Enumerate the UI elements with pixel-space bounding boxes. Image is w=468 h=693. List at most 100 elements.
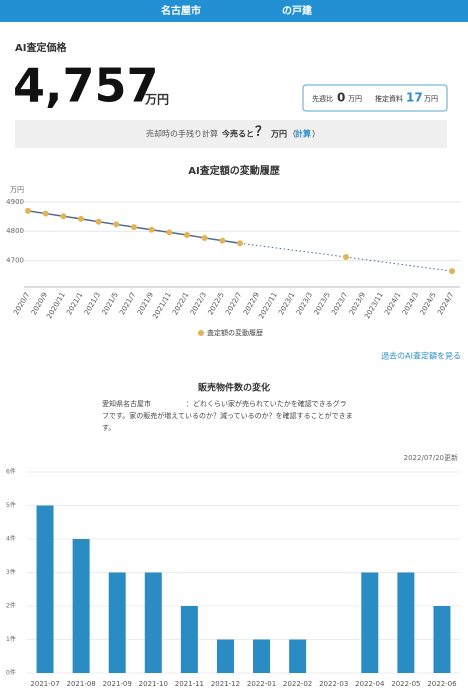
x-tick-label: 2022-02 — [283, 680, 312, 688]
x-tick-label: 2021-10 — [139, 680, 168, 688]
bar — [72, 539, 90, 673]
change-value: 0 — [337, 91, 345, 105]
description: 愛知県名古屋市 ：どれくらい家が売られていたかを確認できるグラ — [102, 399, 347, 408]
x-tick-label: 2022/1 — [171, 291, 190, 316]
y-tick-label: 6件 — [6, 468, 16, 476]
calc-unit: 万円 — [270, 130, 287, 139]
x-tick-label: 2023/7 — [330, 291, 349, 316]
x-tick-label: 2022-06 — [427, 680, 457, 688]
x-tick-label: 2024/7 — [436, 291, 455, 316]
y-tick-label: 0件 — [6, 669, 16, 677]
x-tick-label: 2021-12 — [211, 680, 240, 688]
x-tick-label: 2020/9 — [30, 291, 49, 316]
x-tick-label: 2022/5 — [207, 291, 226, 316]
ref-unit: 万円 — [424, 95, 438, 103]
point — [131, 224, 137, 231]
y-tick-label: 4800 — [6, 227, 24, 235]
change-label: 先週比 — [312, 94, 333, 103]
x-tick-label: 2022-01 — [247, 680, 276, 688]
bar — [144, 572, 162, 673]
chart-title: AI査定額の変動履歴 — [188, 164, 279, 177]
point — [25, 207, 31, 214]
point — [166, 229, 173, 236]
ref-label: 推定資料 — [375, 94, 403, 103]
bar — [36, 505, 54, 673]
x-tick-label: 2024/3 — [401, 291, 420, 316]
point — [78, 215, 84, 222]
x-tick-label: 2023/9 — [348, 291, 367, 316]
x-tick-label: 2021/1 — [65, 291, 84, 316]
x-tick-label: 2022-04 — [355, 680, 385, 688]
x-tick-label: 2022/3 — [189, 291, 208, 316]
x-tick-label: 2021-08 — [67, 680, 96, 688]
updated: 2022/07/20更新 — [404, 453, 458, 462]
bar — [108, 572, 126, 673]
y-tick-label: 4700 — [6, 257, 24, 265]
point — [60, 213, 67, 220]
description: す。 — [102, 424, 115, 432]
x-tick-label: 2022-05 — [391, 680, 420, 688]
calc-label: 売却時の手残り計算 — [146, 129, 218, 139]
description: フです。家の販売が増えているのか？減っているのか？を確認することができま — [102, 411, 353, 420]
y-tick-label: 4900 — [6, 198, 24, 206]
y-tick-label: 2件 — [6, 602, 16, 610]
summary-box — [302, 84, 448, 112]
x-tick-label: 2021-09 — [103, 680, 132, 688]
legend-label: 査定額の変動履歴 — [207, 328, 263, 337]
forecast-line — [345, 256, 453, 272]
chart-title: 販売物件数の変化 — [198, 382, 270, 394]
bar — [289, 639, 307, 673]
point — [184, 232, 190, 239]
point — [42, 210, 49, 217]
price-unit: 万円 — [144, 93, 169, 107]
bar — [361, 572, 379, 673]
y-tick-label: 1件 — [6, 635, 16, 643]
history-link[interactable]: 過去のAI査定額を見る — [381, 351, 461, 361]
point — [95, 218, 102, 225]
bar — [397, 572, 415, 673]
point — [219, 237, 226, 244]
price-label: AI査定価格 — [15, 41, 67, 54]
bar — [253, 639, 271, 673]
y-tick-label: 5件 — [6, 501, 16, 509]
x-tick-label: 2021/5 — [101, 291, 120, 316]
change-unit: 万円 — [348, 95, 362, 103]
x-tick-label: 2022-03 — [319, 680, 348, 688]
x-tick-label: 2021/9 — [136, 291, 155, 316]
forecast-line — [239, 242, 347, 258]
bar — [180, 606, 198, 673]
x-tick-label: 2022/9 — [242, 291, 261, 316]
point — [113, 221, 120, 228]
point — [237, 240, 243, 247]
bar — [216, 639, 234, 673]
x-tick-label: 2023/1 — [277, 291, 296, 316]
y-tick-label: 3件 — [6, 568, 16, 576]
point — [343, 254, 349, 261]
price-value: 4,757 — [13, 59, 159, 113]
header-city[interactable]: 名古屋市 — [161, 4, 201, 17]
x-tick-label: 2021/7 — [118, 291, 137, 316]
x-tick-label: 2024/1 — [383, 291, 402, 316]
y-unit: 万円 — [10, 186, 24, 194]
calc-box — [15, 120, 447, 148]
x-tick-label: 2020/7 — [12, 291, 31, 316]
header-type[interactable]: の戸建 — [282, 4, 313, 17]
calc-open: （ — [288, 130, 296, 139]
header-bar — [0, 0, 468, 22]
x-tick-label: 2023/5 — [313, 291, 332, 316]
calc-prompt: 今売ると — [221, 129, 254, 139]
bar — [433, 606, 451, 673]
x-tick-label: 2021-07 — [30, 680, 59, 688]
calc-close: ） — [312, 130, 320, 139]
x-tick-label: 2023/3 — [295, 291, 314, 316]
calc-link[interactable]: 計算 — [295, 129, 311, 139]
y-tick-label: 4件 — [6, 535, 16, 543]
x-tick-label: 2021-11 — [175, 680, 204, 688]
point — [148, 226, 155, 233]
legend-marker — [198, 330, 204, 336]
calc-value: ？ — [255, 125, 268, 140]
point — [201, 234, 208, 241]
ref-value: 17 — [406, 91, 423, 105]
